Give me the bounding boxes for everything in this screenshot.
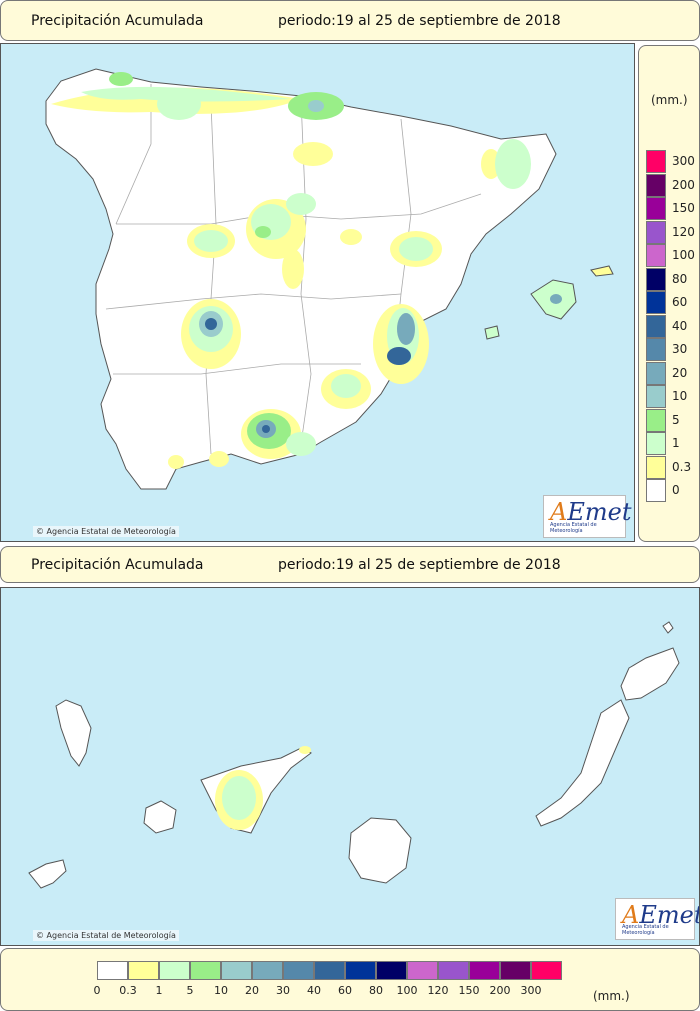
legend-label: 100 <box>396 984 418 997</box>
legend-swatch <box>646 338 666 361</box>
legend-swatch <box>469 961 500 980</box>
legend-label: 80 <box>672 271 688 286</box>
legend-swatch <box>407 961 438 980</box>
gran-canaria-land <box>348 817 412 884</box>
map-credit-canary: © Agencia Estatal de Meteorología <box>33 930 179 941</box>
peninsula-map-svg <box>45 68 614 490</box>
canary-map-title: Precipitación Acumulada <box>31 556 204 573</box>
aemet-logo-sub: Agencia Estatal de Meteorología <box>622 924 669 936</box>
ibiza-land <box>484 325 500 340</box>
legend-swatch <box>221 961 252 980</box>
legend-swatch <box>314 961 345 980</box>
top-header-bar: Precipitación Acumulada periodo:19 al 25… <box>0 0 700 41</box>
legend-swatch <box>646 455 666 479</box>
legend-label: 20 <box>245 984 259 997</box>
legend-label: 10 <box>214 984 228 997</box>
legend-swatch <box>646 408 666 432</box>
aemet-logo-word: AEmet <box>550 498 632 526</box>
legend-swatch <box>646 220 666 244</box>
legend-label: 1 <box>672 436 680 450</box>
aemet-logo-peninsula: AEmet Agencia Estatal de Meteorología <box>543 495 631 538</box>
aemet-logo-canary: AEmet Agencia Estatal de Meteorología <box>615 898 699 940</box>
la-gomera-land <box>143 800 177 834</box>
legend-swatch <box>646 314 666 338</box>
legend-label: 0.3 <box>672 459 692 474</box>
legend-swatch <box>646 173 666 197</box>
aemet-logo-word: AEmet <box>622 901 700 929</box>
legend-swatch <box>376 961 407 980</box>
legend-label: 0 <box>93 984 101 997</box>
legend-label: 120 <box>672 224 695 239</box>
map-credit-peninsula: © Agencia Estatal de Meteorología <box>33 526 179 537</box>
legend-label: 30 <box>672 342 688 356</box>
legend-label: 60 <box>672 295 688 309</box>
canary-header-bar: Precipitación Acumulada periodo:19 al 25… <box>0 546 700 583</box>
legend-swatch <box>646 361 666 385</box>
legend-swatch <box>252 961 283 980</box>
legend-label: 120 <box>427 984 449 997</box>
top-map-title: Precipitación Acumulada <box>31 12 204 29</box>
fuerteventura-land <box>535 699 630 827</box>
aemet-logo-sub: Agencia Estatal de Meteorología <box>550 522 597 534</box>
canary-map: © Agencia Estatal de Meteorología AEmet … <box>0 587 700 946</box>
legend-swatch <box>646 432 666 455</box>
legend-swatch <box>345 961 376 980</box>
legend-label: 150 <box>672 201 695 215</box>
la-graciosa-land <box>662 621 674 634</box>
legend-label: 200 <box>672 177 695 192</box>
top-map-period: periodo:19 al 25 de septiembre de 2018 <box>278 12 561 29</box>
legend-label: 10 <box>672 389 688 403</box>
legend-label: 20 <box>672 365 688 380</box>
el-hierro-land <box>28 859 67 889</box>
legend-label: 40 <box>307 984 321 997</box>
la-palma-land <box>55 699 92 767</box>
legend-swatch <box>97 961 128 980</box>
legend-label: 300 <box>520 984 542 997</box>
canary-map-svg <box>28 621 680 889</box>
legend-swatch <box>128 961 159 980</box>
legend-unit-top: (mm.) <box>651 93 688 107</box>
legend-swatch <box>531 961 562 980</box>
legend-unit-bottom: (mm.) <box>593 989 630 1003</box>
legend-label: 1 <box>155 984 163 997</box>
vertical-legend: (mm.) 0 0.3 1 5 10 20 30 40 60 80 100 120 150 200 300 <box>638 45 700 542</box>
legend-label: 100 <box>672 248 695 262</box>
legend-swatch <box>646 150 666 173</box>
canary-map-period: periodo:19 al 25 de septiembre de 2018 <box>278 556 561 573</box>
legend-swatch <box>283 961 314 980</box>
legend-label: 0.3 <box>119 984 137 997</box>
legend-swatch <box>646 267 666 291</box>
legend-label: 60 <box>338 984 352 997</box>
legend-label: 150 <box>458 984 480 997</box>
legend-swatch <box>646 385 666 408</box>
legend-swatch <box>646 197 666 220</box>
legend-swatch <box>438 961 469 980</box>
legend-label: 40 <box>672 318 688 333</box>
legend-label: 5 <box>186 984 194 997</box>
precip-overlays <box>51 72 531 469</box>
copyright-icon: © <box>36 931 44 940</box>
legend-label: 80 <box>369 984 383 997</box>
legend-swatch <box>159 961 190 980</box>
legend-label: 5 <box>672 412 680 427</box>
copyright-icon: © <box>36 527 44 536</box>
legend-swatch <box>646 291 666 314</box>
peninsula-map: © Agencia Estatal de Meteorología AEmet … <box>0 43 635 542</box>
legend-swatch <box>190 961 221 980</box>
legend-label: 200 <box>489 984 511 997</box>
legend-label: 30 <box>276 984 290 997</box>
legend-label: 0 <box>672 483 680 497</box>
lanzarote-land <box>620 647 680 701</box>
legend-label: 300 <box>672 154 695 168</box>
legend-swatch <box>646 479 666 502</box>
legend-swatch <box>500 961 531 980</box>
menorca-land <box>590 265 614 277</box>
legend-swatch <box>646 244 666 267</box>
